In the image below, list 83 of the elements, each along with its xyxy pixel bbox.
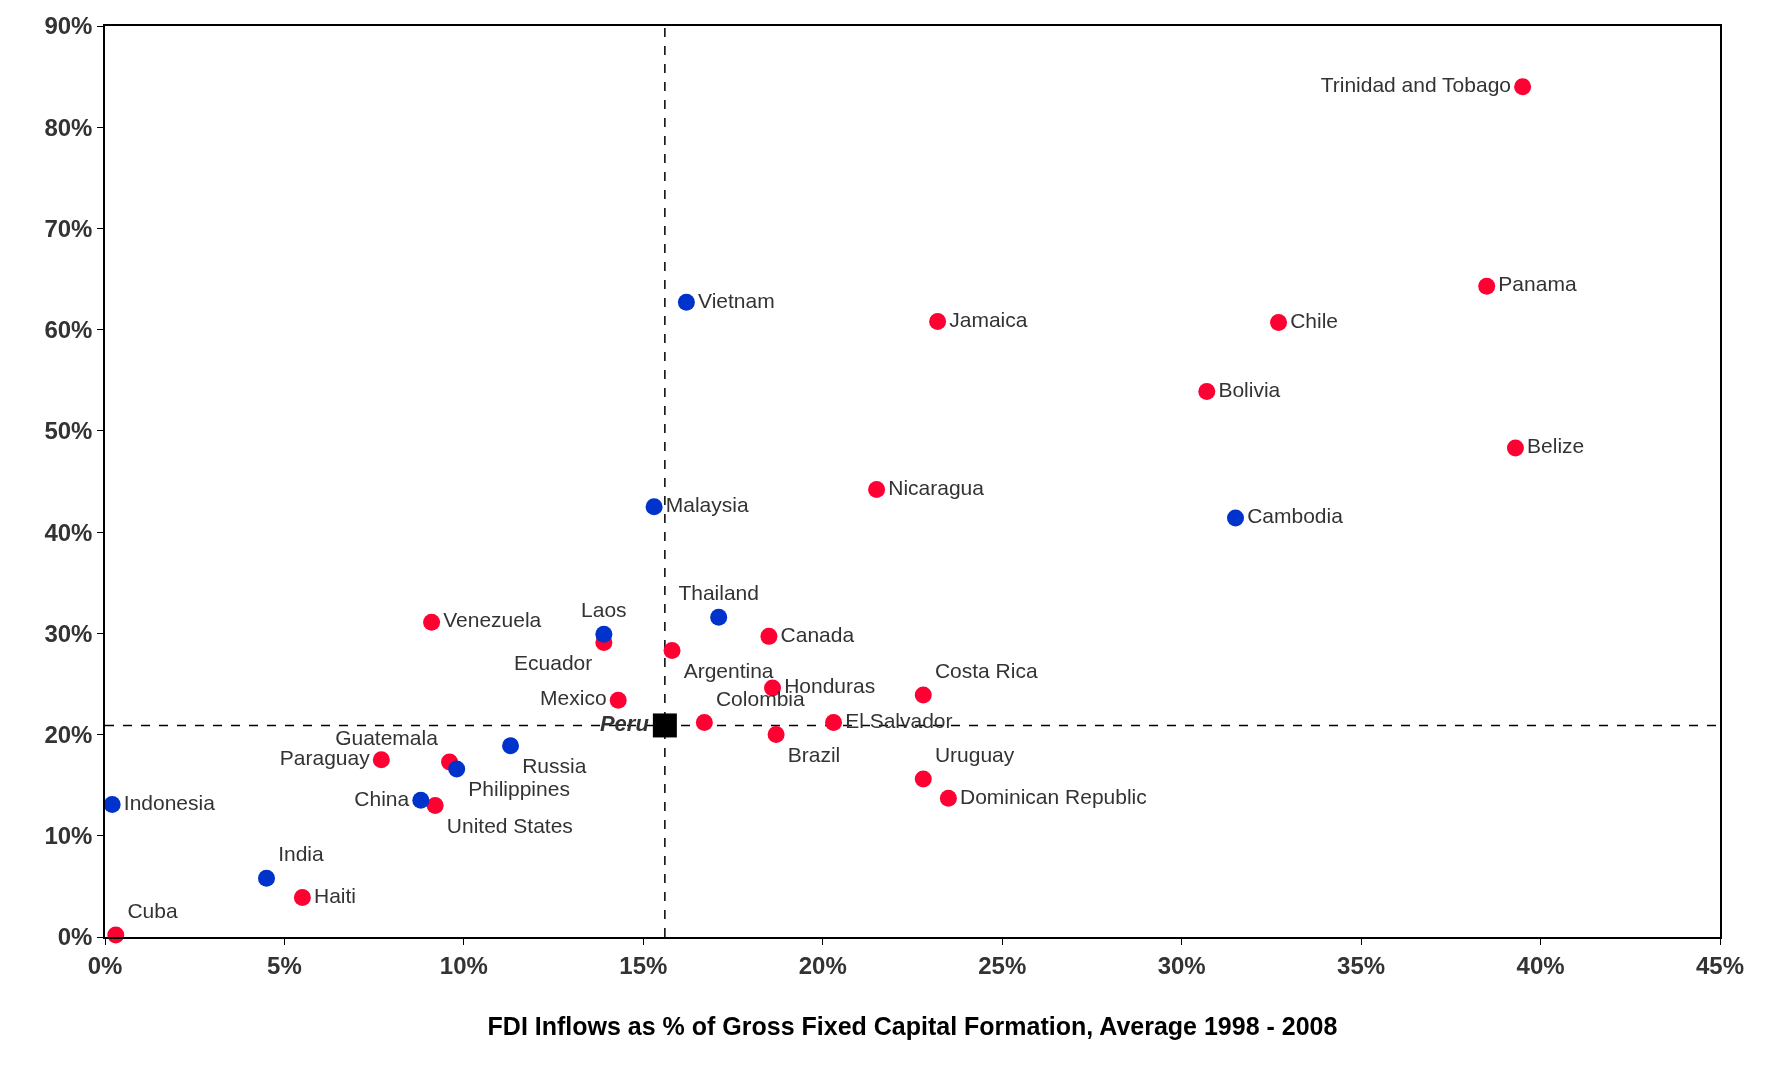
series-label: Thailand [678, 581, 759, 605]
point [710, 608, 728, 626]
y-tick-label: 0% [57, 923, 93, 951]
x-tick-label: 5% [267, 951, 302, 979]
x-tick-label: 45% [1695, 951, 1745, 979]
x-tick-label: 25% [978, 951, 1027, 979]
series-label: Ecuador [514, 650, 593, 674]
series-label: Brazil [787, 742, 841, 766]
series-label: Costa Rica [934, 659, 1038, 683]
y-tick-label: 40% [44, 518, 93, 546]
x-tick-label: 35% [1337, 951, 1386, 979]
series-label: Chile [1290, 308, 1339, 332]
point [645, 498, 663, 516]
y-tick-label: 70% [44, 214, 93, 242]
point [412, 791, 430, 809]
point [868, 481, 886, 499]
series-label: Venezuela [443, 608, 542, 632]
point [448, 760, 466, 778]
y-tick-label: 80% [44, 113, 93, 141]
y-tick-label: 20% [44, 720, 93, 748]
point [677, 293, 695, 311]
series-label: India [278, 842, 324, 866]
series-label: China [354, 786, 410, 810]
y-tick-label: 50% [44, 417, 93, 445]
x-tick-label: 0% [87, 951, 123, 979]
series-label: Cambodia [1247, 504, 1344, 528]
x-tick-label: 40% [1516, 951, 1565, 979]
point [1478, 277, 1496, 295]
series-label: Peru [599, 710, 650, 736]
point [929, 313, 947, 331]
point [372, 751, 390, 769]
point [1227, 509, 1244, 527]
y-tick-label: 30% [44, 619, 93, 647]
point [426, 796, 444, 814]
series-label: El Salvador [845, 708, 953, 732]
point [103, 795, 121, 813]
point [695, 713, 713, 731]
series-label: Malaysia [665, 493, 749, 517]
series-label: Cuba [127, 899, 178, 923]
series-label: Russia [522, 754, 587, 778]
series-label: Trinidad and Tobago [1320, 72, 1511, 96]
point [1198, 382, 1216, 400]
series-label: Belize [1527, 434, 1585, 458]
y-tick-label: 60% [44, 316, 93, 344]
x-axis-title: FDI Inflows as % of Gross Fixed Capital Formation, Average 1998 - 2008 [487, 1012, 1338, 1041]
series-label: Jamaica [949, 307, 1028, 331]
point [1514, 78, 1532, 96]
x-tick-label: 15% [619, 951, 668, 979]
point [502, 737, 520, 755]
point [652, 713, 677, 738]
x-tick-label: 10% [439, 951, 488, 979]
series-label: Mexico [540, 686, 607, 710]
series-label: Haiti [314, 883, 357, 907]
point [293, 889, 311, 907]
y-tick-label: 90% [44, 12, 93, 40]
series-label: Uruguay [934, 743, 1015, 767]
point [939, 789, 957, 807]
series-label: Argentina [683, 658, 774, 682]
series-label: Vietnam [698, 288, 775, 312]
point [1506, 439, 1524, 457]
series-label: Indonesia [123, 790, 216, 814]
point [767, 726, 785, 744]
point [825, 713, 843, 731]
series-label: Dominican Republic [960, 784, 1147, 808]
x-tick-label: 20% [798, 951, 847, 979]
series-label: Bolivia [1218, 377, 1281, 401]
point [1270, 314, 1288, 332]
point [760, 627, 778, 645]
y-tick-label: 10% [44, 822, 93, 850]
x-tick-label: 30% [1157, 951, 1206, 979]
series-label: Philippines [468, 777, 570, 801]
point [914, 686, 932, 704]
series-label: Panama [1498, 272, 1577, 296]
series-label: Canada [780, 622, 855, 646]
point [609, 691, 627, 709]
point [423, 613, 441, 631]
point [595, 625, 613, 643]
series-label: United States [446, 813, 573, 837]
point [663, 642, 681, 660]
point [914, 770, 932, 788]
series-label: Laos [581, 598, 627, 622]
point [258, 869, 275, 887]
series-label: Nicaragua [888, 475, 985, 499]
